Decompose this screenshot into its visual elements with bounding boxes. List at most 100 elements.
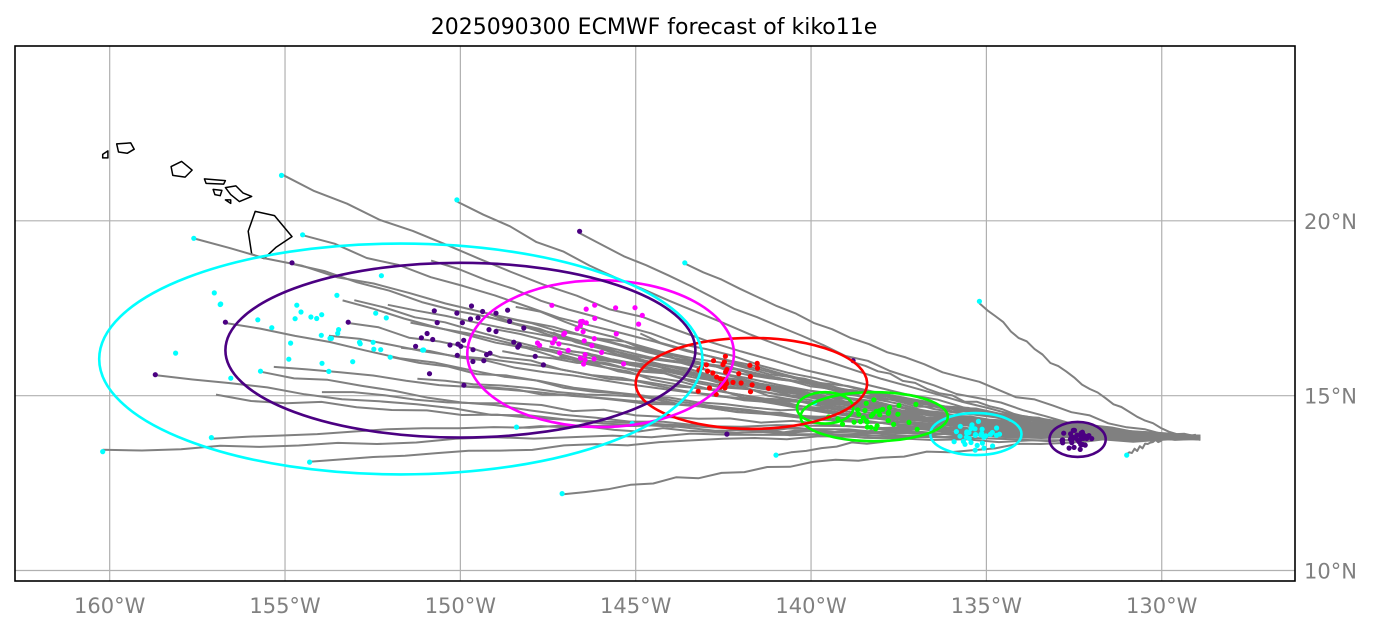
day1-position-point: [1080, 441, 1086, 448]
day2-position-point: [994, 425, 1000, 431]
day2-position-point: [979, 440, 986, 446]
day7-position-point: [318, 332, 324, 338]
day6-position-point: [521, 325, 527, 331]
day2-position-point: [972, 447, 978, 453]
day2-position-point: [953, 429, 960, 435]
day4-position-point: [724, 366, 730, 373]
day6-position-point: [484, 352, 490, 358]
day2-position-point: [957, 433, 963, 439]
track-end-point: [773, 452, 779, 458]
track-end-point: [208, 435, 214, 441]
day2-position-point: [981, 445, 987, 451]
track-end-point: [191, 235, 197, 241]
day3-position-point: [913, 401, 919, 407]
x-tick-label: 160°W: [74, 594, 146, 618]
day7-position-point: [383, 315, 389, 321]
track-end-point: [152, 372, 158, 378]
day3-position-point: [862, 407, 868, 414]
day5-position-point: [632, 305, 638, 311]
day3-position-point: [877, 412, 883, 418]
day5-position-point: [613, 331, 619, 337]
day5-position-point: [592, 315, 598, 321]
day7-position-point: [298, 309, 304, 315]
ensemble-track: [584, 353, 1201, 440]
day5-position-point: [557, 350, 563, 356]
track-end-point: [577, 228, 583, 234]
day4-position-point: [754, 360, 760, 366]
day3-position-point: [863, 418, 870, 424]
day4-position-point: [749, 382, 755, 388]
day4-position-point: [730, 379, 736, 385]
day7-position-point: [294, 302, 300, 308]
day4-position-point: [703, 362, 710, 368]
day3-position-point: [857, 419, 864, 425]
island-outline: [101, 150, 109, 159]
day5-position-point: [592, 302, 598, 308]
day5-position-point: [636, 321, 642, 327]
day7-position-point: [292, 316, 298, 322]
day4-position-point: [717, 376, 724, 382]
track-end-point: [454, 197, 460, 203]
day3-position-point: [885, 410, 891, 416]
day6-position-point: [455, 341, 461, 347]
day7-position-point: [211, 290, 217, 296]
day1-position-point: [1071, 444, 1077, 450]
day6-position-point: [418, 335, 424, 341]
day6-position-point: [507, 318, 513, 324]
day6-position-point: [532, 353, 538, 359]
day4-position-point: [736, 371, 742, 377]
day5-position-point: [580, 329, 586, 335]
day5-position-point: [621, 361, 627, 367]
day5-position-point: [599, 349, 605, 355]
uncertainty-ellipse: [97, 242, 704, 476]
day5-position-point: [591, 336, 597, 342]
uncertainty-ellipse: [634, 336, 869, 431]
island-outline: [247, 210, 293, 260]
day5-position-point: [613, 305, 619, 311]
day7-position-point: [420, 347, 426, 353]
day6-position-point: [424, 330, 430, 337]
day7-position-point: [334, 292, 340, 298]
day7-position-point: [370, 339, 376, 345]
day6-position-point: [515, 344, 521, 350]
day6-position-point: [454, 352, 460, 358]
day6-position-point: [430, 336, 436, 343]
day7-position-point: [350, 359, 356, 365]
day6-position-point: [434, 320, 440, 326]
coastline-hawaii: [101, 142, 293, 260]
day1-position-point: [1089, 436, 1095, 442]
day7-position-point: [371, 346, 377, 352]
track-end-point: [682, 260, 688, 266]
x-tick-label: 145°W: [600, 594, 672, 618]
day2-position-point: [993, 432, 1000, 438]
day6-position-point: [459, 320, 465, 326]
day2-position-point: [989, 429, 995, 436]
x-tick-label: 140°W: [775, 594, 847, 618]
x-tick-label: 155°W: [249, 594, 321, 618]
grid-lines: [15, 46, 1295, 581]
day4-position-point: [747, 389, 754, 395]
day6-position-point: [481, 358, 487, 364]
day7-position-point: [269, 325, 275, 331]
day7-position-point: [373, 310, 379, 316]
track-end-point: [278, 172, 285, 178]
day3-position-point: [839, 421, 846, 427]
day1-position-point: [1078, 430, 1084, 436]
ensemble-track: [684, 262, 1201, 440]
y-tick-label: 10°N: [1304, 560, 1357, 584]
day3-position-point: [906, 419, 912, 425]
day7-position-point: [378, 273, 384, 279]
x-tick-label: 150°W: [425, 594, 497, 618]
day2-position-point: [990, 443, 996, 449]
day6-position-point: [470, 347, 476, 353]
day5-position-point: [556, 341, 562, 347]
day4-position-point: [705, 368, 711, 374]
track-end-point: [559, 491, 565, 497]
day3-position-point: [860, 415, 866, 421]
day3-position-point: [886, 404, 893, 411]
day1-position-point: [1068, 436, 1075, 442]
day6-position-point: [475, 315, 481, 321]
day6-position-point: [511, 339, 517, 345]
day1-position-point: [1082, 433, 1088, 439]
